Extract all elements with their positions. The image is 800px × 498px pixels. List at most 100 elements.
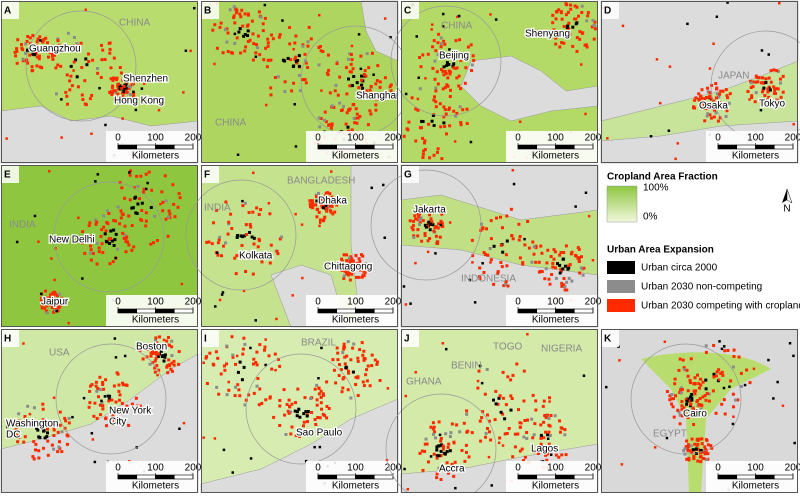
urban-cell bbox=[301, 78, 304, 82]
urban-cell bbox=[486, 253, 490, 257]
urban-cell bbox=[130, 402, 134, 406]
urban-cell bbox=[340, 267, 344, 271]
urban-cell bbox=[681, 358, 685, 362]
urban-cell bbox=[248, 223, 252, 226]
urban-cell bbox=[726, 1, 729, 4]
urban-cell bbox=[98, 403, 102, 407]
urban-cell bbox=[177, 362, 181, 366]
urban-cell bbox=[252, 362, 255, 366]
urban-cell bbox=[142, 82, 146, 85]
urban-cell bbox=[358, 260, 362, 264]
urban-cell bbox=[781, 74, 785, 78]
urban-cell bbox=[539, 442, 543, 446]
urban-cell bbox=[292, 48, 295, 51]
urban-cell bbox=[311, 204, 315, 208]
urban-cell bbox=[276, 252, 280, 256]
urban-cell bbox=[751, 85, 755, 89]
urban-cell bbox=[129, 169, 133, 173]
urban-cell bbox=[125, 81, 129, 85]
urban-cell bbox=[223, 28, 227, 32]
urban-cell bbox=[91, 252, 95, 255]
urban-cell bbox=[436, 53, 440, 57]
urban-cell bbox=[432, 39, 436, 43]
urban-cell bbox=[731, 365, 735, 369]
urban-cell bbox=[32, 53, 36, 57]
urban-cell bbox=[480, 416, 484, 420]
urban-cell bbox=[469, 43, 473, 47]
urban-cell bbox=[342, 345, 345, 349]
urban-cell bbox=[231, 355, 235, 359]
urban-cell bbox=[550, 273, 554, 276]
urban-cell bbox=[437, 454, 441, 458]
urban-cell bbox=[120, 401, 124, 405]
urban-cell bbox=[686, 397, 690, 401]
urban-cell bbox=[570, 250, 574, 254]
urban-cell bbox=[557, 455, 561, 459]
urban-cell bbox=[404, 303, 408, 306]
urban-cell bbox=[350, 84, 354, 88]
urban-cell bbox=[251, 32, 255, 36]
urban-cell bbox=[96, 386, 100, 390]
urban-cell bbox=[431, 45, 435, 49]
urban-cell bbox=[122, 90, 126, 94]
urban-cell bbox=[686, 22, 689, 26]
urban-cell bbox=[98, 388, 102, 392]
urban-cell bbox=[680, 400, 684, 403]
urban-cell bbox=[269, 86, 273, 90]
urban-cell bbox=[109, 66, 113, 70]
urban-cell bbox=[355, 112, 359, 116]
urban-cell bbox=[435, 454, 439, 458]
urban-cell bbox=[441, 224, 445, 228]
urban-cell bbox=[432, 124, 436, 127]
urban-cell bbox=[416, 234, 420, 238]
urban-cell bbox=[236, 383, 240, 387]
city-label: New York bbox=[109, 406, 152, 417]
urban-cell bbox=[749, 81, 753, 85]
urban-cell bbox=[548, 396, 551, 400]
urban-cell bbox=[350, 265, 354, 269]
urban-cell bbox=[727, 101, 731, 105]
urban-cell bbox=[577, 256, 581, 260]
legend-swatch bbox=[607, 299, 635, 312]
urban-cell bbox=[56, 300, 60, 304]
urban-cell bbox=[679, 391, 683, 395]
urban-cell bbox=[225, 344, 229, 348]
urban-cell bbox=[136, 184, 140, 188]
urban-cell bbox=[167, 336, 170, 339]
urban-cell bbox=[240, 244, 244, 247]
urban-cell bbox=[441, 444, 445, 448]
urban-cell bbox=[700, 101, 704, 105]
urban-cell bbox=[320, 346, 323, 350]
urban-cell bbox=[147, 170, 151, 174]
urban-cell bbox=[745, 368, 749, 372]
panel-letter: H bbox=[4, 334, 11, 345]
urban-cell bbox=[736, 398, 740, 402]
urban-cell bbox=[710, 446, 714, 450]
urban-cell bbox=[416, 108, 420, 112]
urban-cell bbox=[723, 349, 727, 353]
scale-segment bbox=[155, 474, 175, 480]
urban-cell bbox=[226, 31, 230, 35]
urban-cell bbox=[423, 141, 426, 145]
urban-cell bbox=[439, 219, 443, 223]
urban-cell bbox=[484, 431, 488, 435]
urban-cell bbox=[716, 119, 720, 123]
urban-cell bbox=[54, 297, 58, 301]
urban-cell bbox=[792, 354, 795, 358]
urban-cell bbox=[554, 453, 558, 457]
urban-cell bbox=[753, 100, 757, 104]
urban-cell bbox=[347, 369, 350, 373]
urban-cell bbox=[245, 24, 249, 28]
urban-cell bbox=[357, 275, 361, 279]
urban-cell bbox=[315, 383, 319, 387]
urban-cell bbox=[127, 243, 131, 247]
scale-segment bbox=[336, 474, 356, 480]
urban-cell bbox=[692, 457, 696, 461]
urban-cell bbox=[472, 59, 476, 62]
urban-cell bbox=[112, 418, 116, 422]
scale-segment bbox=[136, 144, 156, 150]
urban-cell bbox=[492, 244, 496, 248]
scale-segment bbox=[136, 474, 156, 480]
urban-cell bbox=[41, 402, 45, 406]
